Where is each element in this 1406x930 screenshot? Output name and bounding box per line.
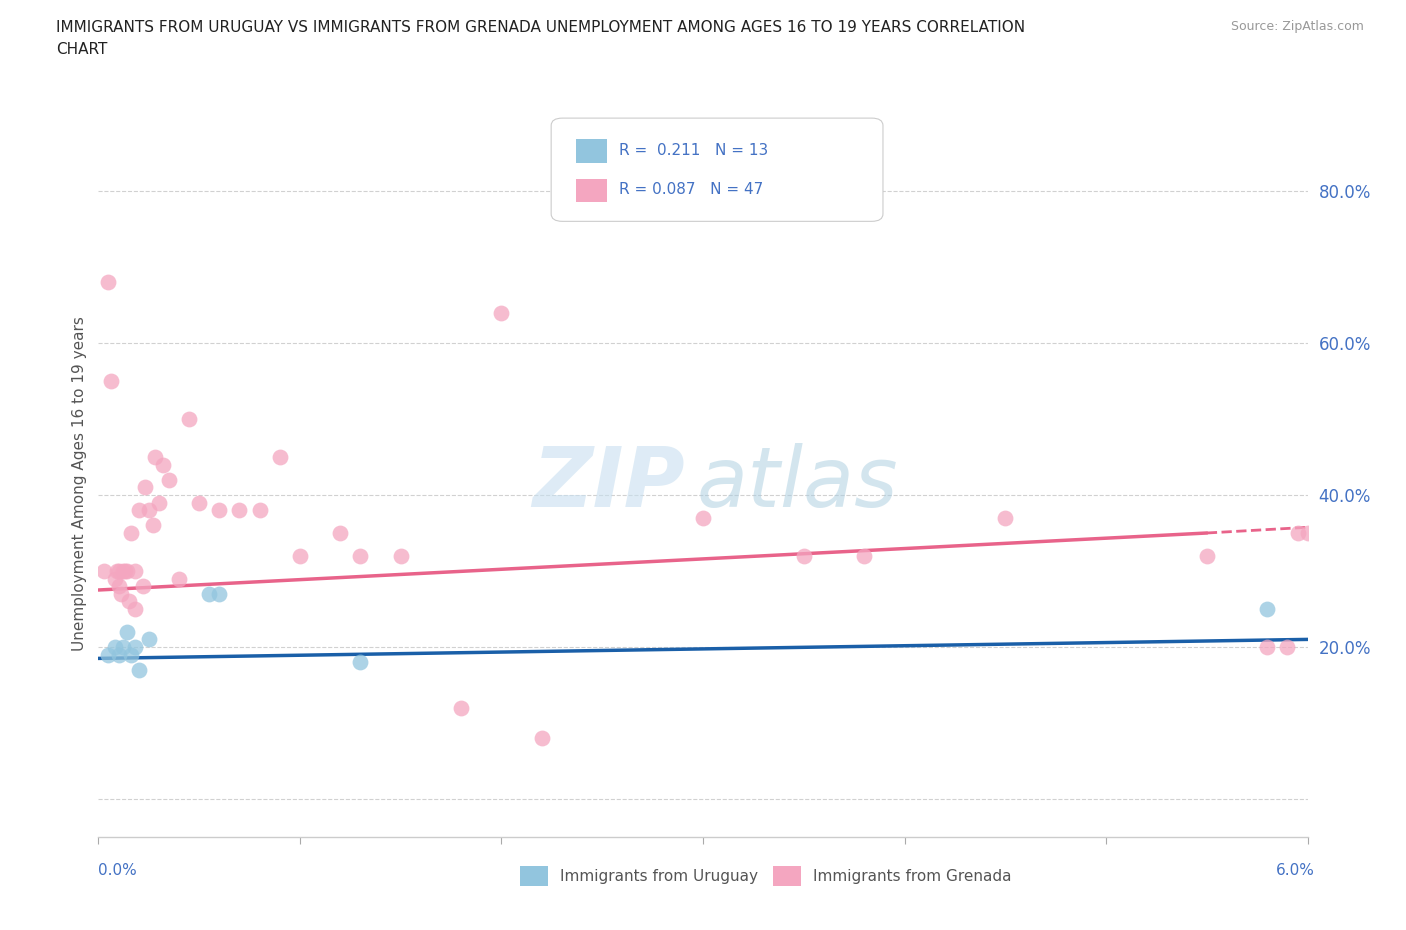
Text: CHART: CHART: [56, 42, 108, 57]
Point: [389, 549, 412, 564]
Point: [111, 640, 134, 655]
Point: [329, 525, 352, 540]
Point: [167, 571, 190, 586]
Text: ZIP: ZIP: [533, 443, 685, 525]
Point: [1296, 525, 1319, 540]
Point: [288, 549, 311, 564]
Point: [152, 458, 174, 472]
Point: [107, 578, 129, 593]
Point: [793, 549, 815, 564]
Point: [111, 564, 134, 578]
Point: [1256, 640, 1278, 655]
Point: [269, 449, 291, 464]
Point: [105, 564, 128, 578]
Point: [148, 495, 170, 510]
Point: [107, 647, 129, 662]
Point: [93, 564, 115, 578]
Point: [124, 564, 146, 578]
Text: Immigrants from Uruguay: Immigrants from Uruguay: [560, 869, 758, 883]
Text: 0.0%: 0.0%: [98, 863, 138, 878]
Point: [249, 503, 271, 518]
Point: [97, 274, 120, 289]
Point: [124, 640, 146, 655]
Point: [142, 518, 165, 533]
Point: [143, 449, 166, 464]
Point: [349, 655, 371, 670]
Point: [853, 549, 876, 564]
Point: [107, 564, 129, 578]
Point: [110, 586, 132, 601]
Point: [491, 305, 513, 320]
Point: [138, 503, 160, 518]
Point: [120, 647, 142, 662]
Point: [124, 602, 146, 617]
Point: [208, 586, 231, 601]
Point: [1195, 549, 1218, 564]
Point: [1286, 525, 1309, 540]
Text: IMMIGRANTS FROM URUGUAY VS IMMIGRANTS FROM GRENADA UNEMPLOYMENT AMONG AGES 16 TO: IMMIGRANTS FROM URUGUAY VS IMMIGRANTS FR…: [56, 20, 1025, 35]
Point: [1256, 602, 1278, 617]
Point: [530, 731, 553, 746]
Text: Source: ZipAtlas.com: Source: ZipAtlas.com: [1230, 20, 1364, 33]
Point: [103, 640, 125, 655]
Point: [114, 564, 136, 578]
Point: [118, 594, 141, 609]
Text: 6.0%: 6.0%: [1275, 863, 1315, 878]
Point: [228, 503, 250, 518]
Point: [97, 647, 120, 662]
Point: [157, 472, 180, 487]
Point: [100, 374, 122, 389]
Point: [450, 700, 472, 715]
Text: R = 0.087   N = 47: R = 0.087 N = 47: [619, 182, 763, 197]
Point: [349, 549, 371, 564]
Point: [179, 412, 201, 427]
Point: [128, 662, 150, 677]
Point: [208, 503, 231, 518]
Point: [128, 503, 150, 518]
Point: [138, 632, 160, 647]
Point: [994, 511, 1017, 525]
Point: [132, 578, 155, 593]
Point: [1277, 640, 1299, 655]
Y-axis label: Unemployment Among Ages 16 to 19 years: Unemployment Among Ages 16 to 19 years: [72, 316, 87, 651]
Point: [115, 624, 138, 639]
Text: Immigrants from Grenada: Immigrants from Grenada: [813, 869, 1011, 883]
Point: [188, 495, 211, 510]
Text: atlas: atlas: [697, 443, 898, 525]
Point: [103, 571, 125, 586]
Point: [692, 511, 714, 525]
Text: R =  0.211   N = 13: R = 0.211 N = 13: [619, 143, 768, 158]
Point: [134, 480, 156, 495]
Point: [115, 564, 138, 578]
Point: [198, 586, 221, 601]
Point: [120, 525, 142, 540]
